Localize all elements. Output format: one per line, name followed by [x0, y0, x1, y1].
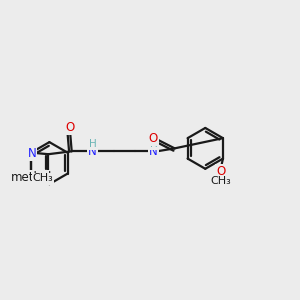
- Text: N: N: [149, 145, 158, 158]
- Text: N: N: [88, 145, 97, 158]
- Text: H: H: [150, 139, 158, 149]
- Text: O: O: [66, 121, 75, 134]
- Text: N: N: [27, 147, 36, 160]
- Text: O: O: [149, 132, 158, 145]
- Text: methyl: methyl: [11, 171, 52, 184]
- Text: O: O: [216, 165, 225, 178]
- Text: CH₃: CH₃: [210, 176, 231, 186]
- Text: H: H: [89, 139, 97, 149]
- Text: CH₃: CH₃: [33, 173, 53, 183]
